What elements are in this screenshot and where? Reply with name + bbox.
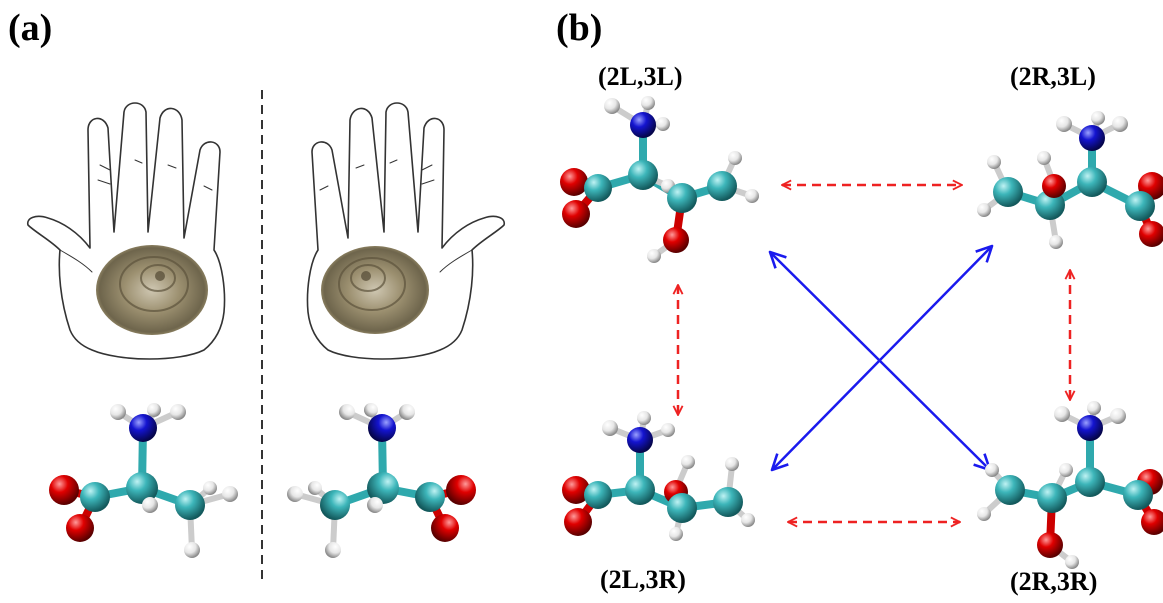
molecule-2r3l (977, 111, 1163, 249)
isomer-label-2l3l: (2L,3L) (598, 62, 683, 91)
molecule-2l3l (560, 96, 759, 263)
isomer-label-2r3r: (2R,3R) (1010, 567, 1098, 596)
right-hand-drawing (306, 102, 506, 360)
left-alanine-molecule (49, 403, 238, 558)
isomer-label-2l3r: (2L,3R) (600, 565, 686, 594)
left-snail-shell (96, 245, 208, 335)
isomer-label-2r3l: (2R,3L) (1010, 62, 1096, 91)
panel-b-label: (b) (556, 7, 603, 49)
molecule-2r3r (977, 401, 1163, 569)
molecule-2l3r (562, 411, 755, 541)
panel-a-label: (a) (8, 7, 53, 49)
right-snail-shell (321, 246, 429, 334)
arrow-2r3l-2l3r (772, 246, 992, 470)
relation-arrows (678, 185, 1070, 522)
left-hand-drawing (26, 102, 226, 360)
right-alanine-molecule (287, 403, 476, 558)
